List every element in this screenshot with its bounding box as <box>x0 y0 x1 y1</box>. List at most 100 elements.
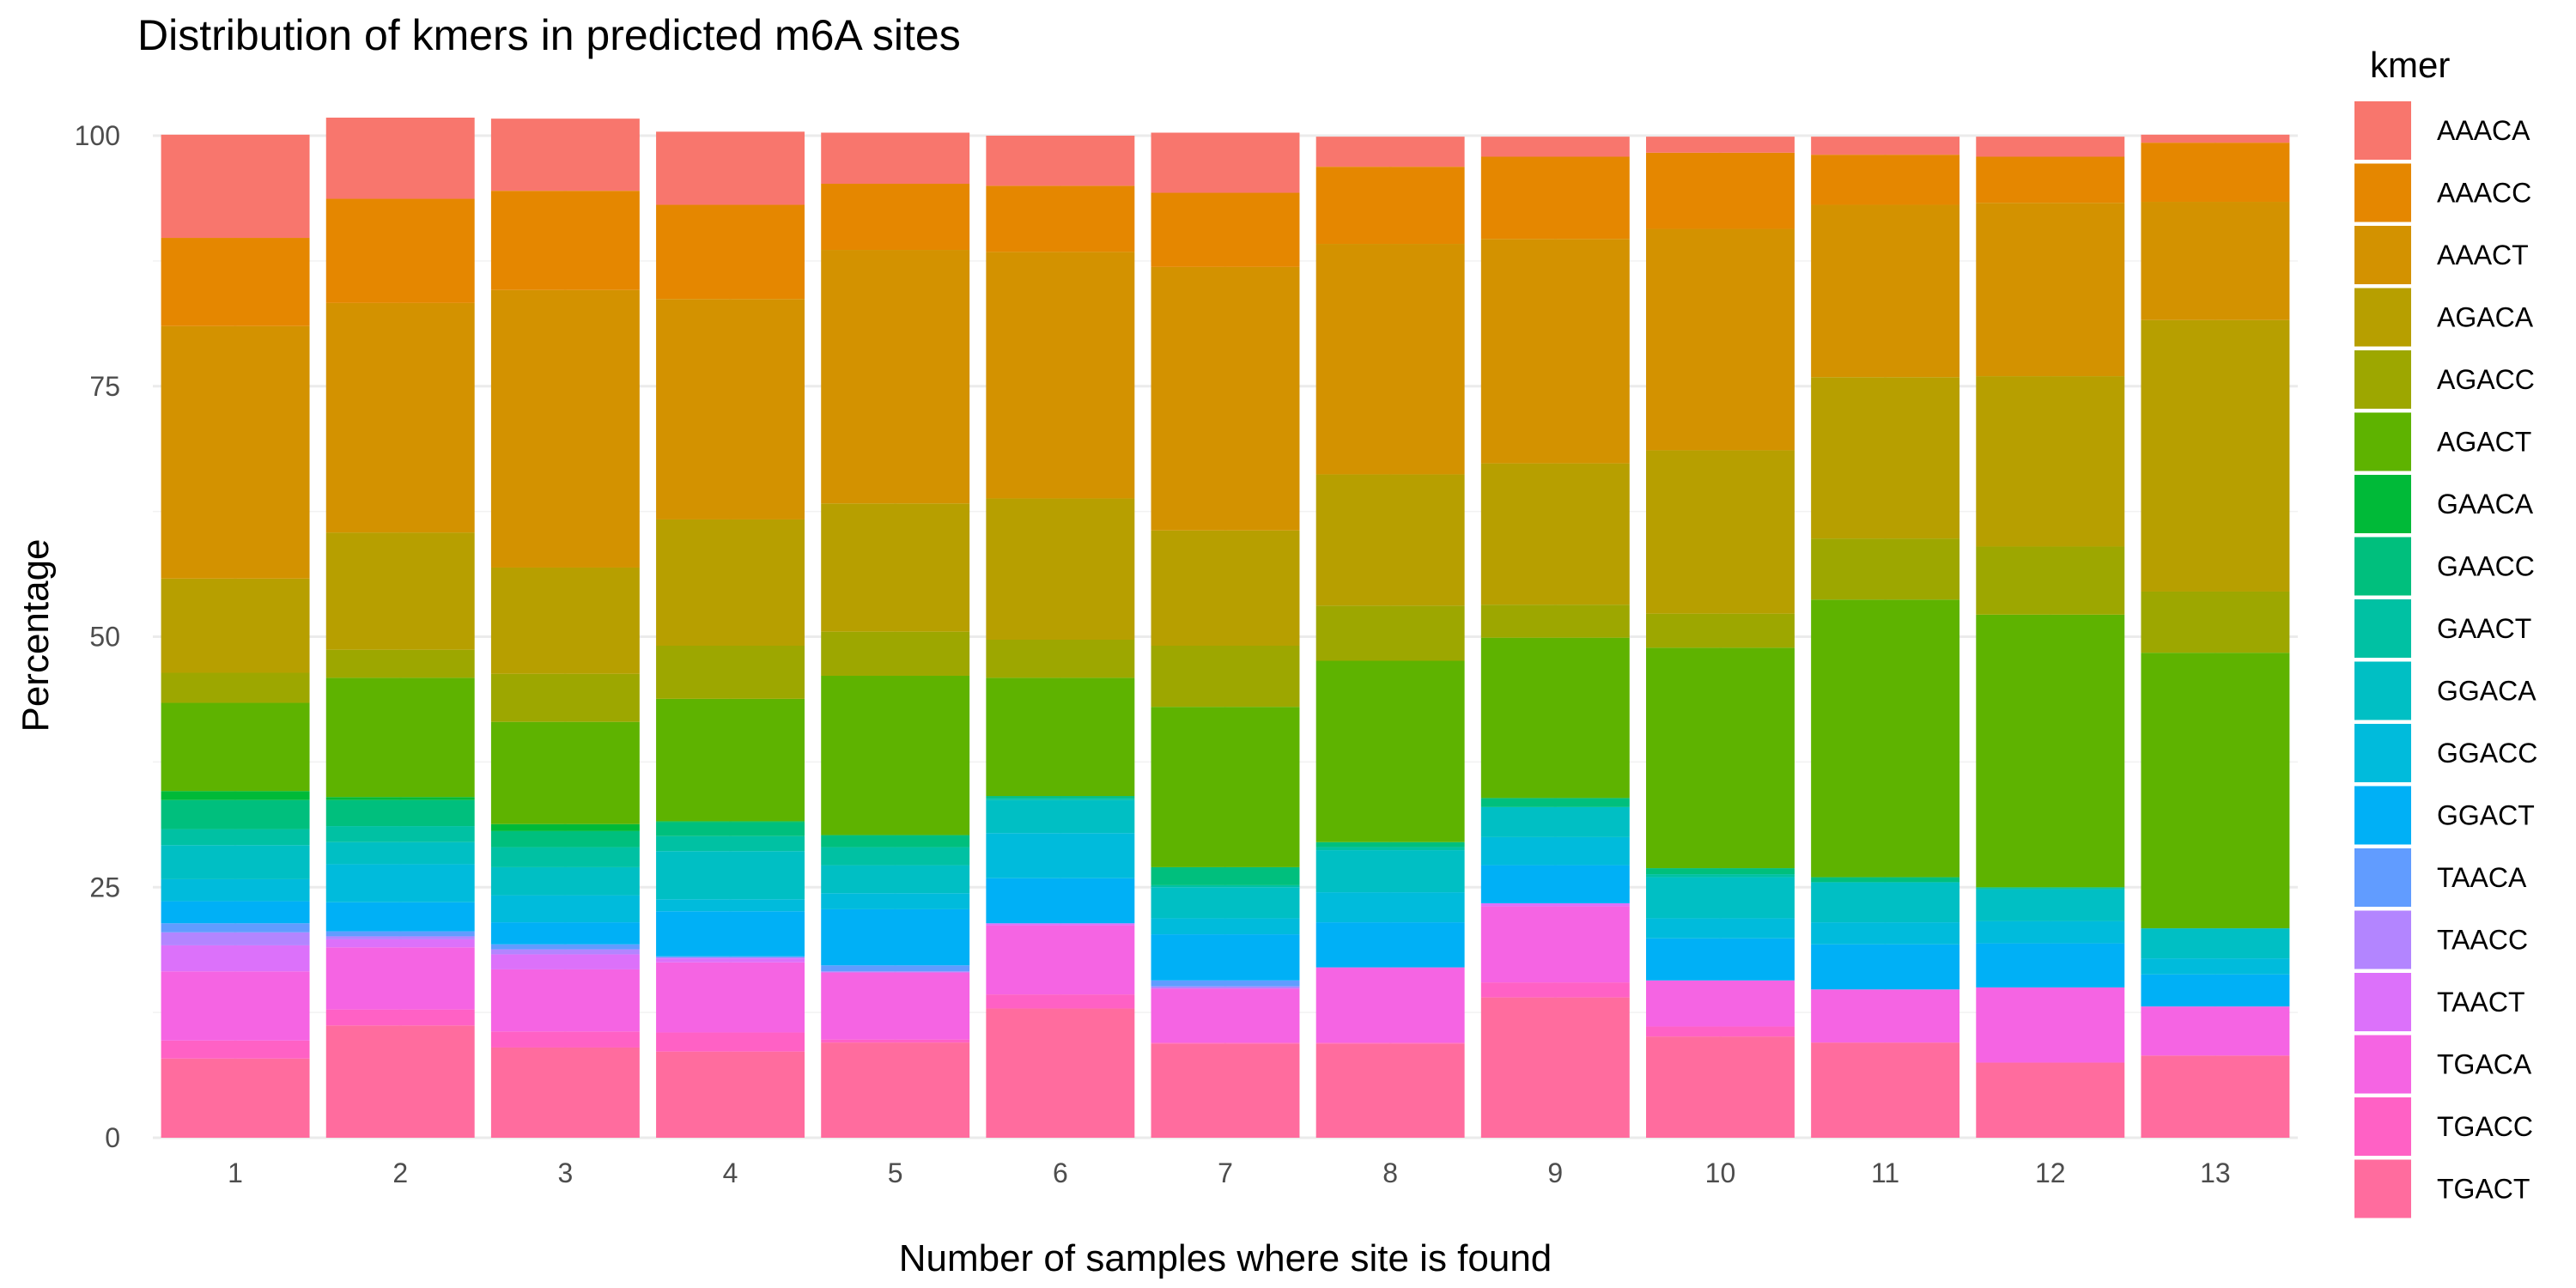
bar-segment-AGACC <box>1976 546 2125 615</box>
bar-segment-AAACA <box>1976 137 2125 157</box>
bar-segment-AAACC <box>986 185 1135 252</box>
x-tick-label: 4 <box>723 1157 738 1188</box>
x-tick-label: 3 <box>557 1157 573 1188</box>
legend-item-AGACT: AGACT <box>2354 412 2531 471</box>
bar-stack-1 <box>161 134 310 1138</box>
bar-segment-GGACT <box>1151 934 1300 981</box>
bar-segment-AGACC <box>1480 605 1630 638</box>
legend-key <box>2354 1035 2411 1094</box>
bar-segment-AAACA <box>1480 137 1630 157</box>
bar-segment-TAACT <box>325 939 475 948</box>
bar-segment-GGACT <box>1645 938 1795 981</box>
legend-label: GGACA <box>2437 676 2537 707</box>
bar-segment-AAACT <box>1480 239 1630 464</box>
bar-segment-AGACA <box>1151 530 1300 647</box>
legend-label: TAACT <box>2437 987 2525 1018</box>
bar-segment-TGACA <box>161 971 310 1041</box>
bar-segment-GGACT <box>161 901 310 924</box>
bar-segment-AAACA <box>986 136 1135 186</box>
bar-segment-GGACC <box>1151 918 1300 935</box>
bar-segment-AGACA <box>325 532 475 650</box>
legend-item-TGACT: TGACT <box>2354 1159 2530 1218</box>
bars <box>161 117 2290 1138</box>
legend-item-AAACA: AAACA <box>2354 101 2530 160</box>
bar-segment-AAACT <box>2141 202 2290 320</box>
x-tick-label: 5 <box>888 1157 903 1188</box>
bar-segment-TGACA <box>656 962 805 1033</box>
bar-segment-AGACC <box>821 631 970 677</box>
bar-segment-AAACA <box>821 132 970 185</box>
bar-segment-GAACC <box>1645 868 1795 875</box>
legend-key <box>2354 1097 2411 1156</box>
bar-segment-AGACA <box>656 519 805 647</box>
bar-segment-AGACA <box>1480 463 1630 605</box>
bar-segment-TGACT <box>821 1042 970 1138</box>
bar-stack-4 <box>656 131 805 1138</box>
bar-segment-GAACC <box>1811 877 1960 883</box>
bar-segment-AAACA <box>1811 137 1960 155</box>
bar-segment-GAACC <box>1480 798 1630 807</box>
bar-segment-AAACA <box>1315 137 1465 167</box>
bar-segment-TGACC <box>161 1040 310 1059</box>
bar-segment-GAACC <box>1151 866 1300 885</box>
bar-segment-TAACC <box>821 971 970 973</box>
bar-segment-AAACC <box>325 198 475 303</box>
bar-segment-TGACT <box>325 1025 475 1138</box>
legend-key <box>2354 973 2411 1031</box>
bar-segment-GGACC <box>2141 958 2290 975</box>
legend-label: GAACA <box>2437 489 2534 519</box>
legend: kmer AAACA AAACC AAACT AGACA AGACC AGACT GAACA… <box>2354 45 2537 1218</box>
legend-title: kmer <box>2370 45 2450 85</box>
bar-segment-AAACA <box>161 134 310 239</box>
legend-key <box>2354 163 2411 222</box>
bar-segment-AAACT <box>1811 204 1960 378</box>
legend-item-GGACT: GGACT <box>2354 786 2535 845</box>
bar-segment-TAACC <box>656 957 805 959</box>
bar-segment-AGACC <box>161 672 310 703</box>
bar-segment-GAACT <box>656 835 805 852</box>
legend-key <box>2354 786 2411 845</box>
legend-key <box>2354 661 2411 720</box>
legend-label: TAACA <box>2437 862 2527 893</box>
legend-label: GGACC <box>2437 738 2537 769</box>
bar-segment-GAACT <box>1976 888 2125 890</box>
legend-item-TAACC: TAACC <box>2354 910 2528 969</box>
bar-segment-TGACA <box>821 972 970 1040</box>
bar-segment-AGACT <box>1811 599 1960 878</box>
bar-segment-AGACC <box>1645 613 1795 648</box>
bar-segment-GAACC <box>656 822 805 836</box>
bar-segment-GAACC <box>325 799 475 827</box>
bar-segment-AGACA <box>161 578 310 673</box>
bar-segment-GGACA <box>821 865 970 894</box>
bar-segment-GGACC <box>1811 922 1960 945</box>
bar-segment-GAACC <box>161 799 310 829</box>
legend-label: AAACC <box>2437 178 2531 209</box>
bar-segment-GGACT <box>1315 922 1465 968</box>
bar-segment-AGACA <box>1645 450 1795 614</box>
bar-segment-GAACT <box>490 847 640 867</box>
bar-stack-13 <box>2141 134 2290 1138</box>
legend-key <box>2354 537 2411 596</box>
bar-segment-GGACT <box>1480 865 1630 903</box>
bar-segment-AGACC <box>325 649 475 678</box>
y-tick-label: 50 <box>89 622 120 653</box>
bar-segment-AGACC <box>2141 591 2290 653</box>
bar-segment-GGACC <box>821 893 970 909</box>
chart-title: Distribution of kmers in predicted m6A s… <box>137 11 961 59</box>
y-tick-label: 0 <box>105 1122 120 1153</box>
x-tick-label: 11 <box>1871 1157 1899 1188</box>
bar-segment-AGACA <box>490 567 640 674</box>
bar-segment-GAACT <box>1151 884 1300 888</box>
bar-segment-GGACA <box>1315 850 1465 893</box>
bar-segment-AGACT <box>490 721 640 824</box>
y-tick-label: 75 <box>89 371 120 402</box>
bar-segment-TAACT <box>1480 902 1630 907</box>
bar-segment-TAACC <box>161 932 310 945</box>
bar-stack-5 <box>821 132 970 1138</box>
bar-segment-TGACA <box>325 947 475 1010</box>
bar-segment-TGACC <box>325 1009 475 1026</box>
legend-item-TGACC: TGACC <box>2354 1097 2533 1156</box>
x-tick-label: 2 <box>392 1157 408 1188</box>
